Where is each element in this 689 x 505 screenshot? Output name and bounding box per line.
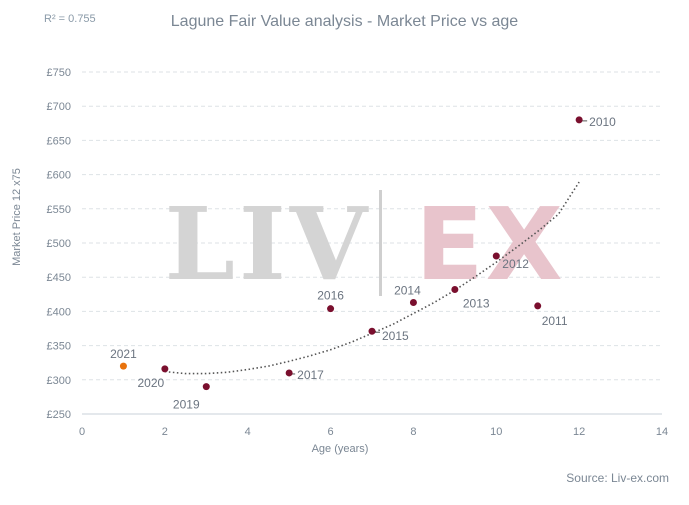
y-tick-label: £750 bbox=[47, 67, 71, 79]
data-label-2011: 2011 bbox=[542, 314, 568, 328]
data-label-2010: 2010 bbox=[589, 115, 616, 129]
x-tick-label: 8 bbox=[410, 426, 416, 438]
r-squared-annotation: R² = 0.755 bbox=[44, 13, 96, 25]
data-points: 2021 2020 2019 2017 2016 2015 2014 2013 2012 2011… bbox=[110, 115, 616, 412]
x-tick-label: 4 bbox=[245, 426, 251, 438]
y-tick-label: £600 bbox=[47, 170, 71, 182]
data-label-2015: 2015 bbox=[382, 329, 409, 343]
watermark-liv: LIV bbox=[165, 185, 372, 303]
x-tick-label: 14 bbox=[656, 426, 668, 438]
data-point-2010 bbox=[575, 116, 583, 124]
data-label-2021: 2021 bbox=[110, 347, 137, 361]
data-point-2019 bbox=[202, 383, 210, 391]
data-point-2015 bbox=[368, 327, 376, 335]
data-point-2013 bbox=[451, 286, 459, 294]
y-tick-label: £650 bbox=[47, 135, 71, 147]
data-label-2012: 2012 bbox=[502, 257, 529, 271]
data-point-2020 bbox=[161, 365, 169, 373]
data-point-2021 bbox=[119, 362, 127, 370]
data-point-2014 bbox=[409, 299, 417, 307]
data-point-2011 bbox=[534, 302, 542, 310]
grid-lines bbox=[82, 71, 662, 381]
x-axis-label: Age (years) bbox=[312, 443, 369, 455]
y-axis-label: Market Price 12 x75 bbox=[11, 168, 23, 266]
data-label-2020: 2020 bbox=[138, 376, 165, 390]
data-label-2016: 2016 bbox=[317, 289, 344, 303]
chart-title: Lagune Fair Value analysis - Market Pric… bbox=[170, 13, 519, 30]
y-tick-labels: £250 £300 £350 £400 £450 £500 £550 £600 £650 £700… bbox=[47, 67, 71, 421]
data-point-2012 bbox=[492, 252, 500, 260]
data-label-2017: 2017 bbox=[297, 368, 324, 382]
y-tick-label: £450 bbox=[47, 272, 71, 284]
y-tick-label: £500 bbox=[47, 238, 71, 250]
x-tick-labels: 0 2 4 6 8 10 12 14 bbox=[79, 426, 668, 438]
x-tick-label: 2 bbox=[162, 426, 168, 438]
data-point-2017 bbox=[285, 369, 293, 377]
y-tick-label: £250 bbox=[47, 409, 71, 421]
source-credit: Source: Liv-ex.com bbox=[566, 471, 669, 485]
y-tick-label: £300 bbox=[47, 375, 71, 387]
x-tick-label: 12 bbox=[573, 426, 585, 438]
y-tick-label: £550 bbox=[47, 204, 71, 216]
y-tick-label: £400 bbox=[47, 306, 71, 318]
liv-ex-watermark: LIV EX bbox=[165, 185, 564, 303]
watermark-ex: EX bbox=[415, 186, 564, 303]
data-point-2016 bbox=[327, 305, 335, 313]
y-tick-label: £350 bbox=[47, 341, 71, 353]
x-tick-label: 0 bbox=[79, 426, 85, 438]
watermark-divider bbox=[379, 190, 382, 296]
data-label-2013: 2013 bbox=[463, 297, 490, 311]
x-tick-label: 10 bbox=[490, 426, 502, 438]
data-label-2019: 2019 bbox=[173, 398, 200, 412]
data-label-2014: 2014 bbox=[394, 284, 421, 298]
y-tick-label: £700 bbox=[47, 101, 71, 113]
x-tick-label: 6 bbox=[328, 426, 334, 438]
